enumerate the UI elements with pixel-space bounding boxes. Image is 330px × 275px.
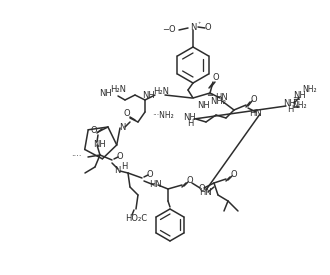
Text: NH: NH bbox=[94, 141, 106, 150]
Text: N: N bbox=[190, 23, 196, 32]
Text: NH: NH bbox=[142, 90, 155, 100]
Text: H₂N: H₂N bbox=[153, 87, 169, 95]
Text: ····: ···· bbox=[72, 153, 82, 161]
Text: HO₂C: HO₂C bbox=[125, 214, 147, 224]
Text: N: N bbox=[119, 123, 125, 133]
Text: +: + bbox=[197, 21, 201, 25]
Text: O: O bbox=[187, 177, 193, 186]
Text: HN: HN bbox=[249, 109, 262, 119]
Text: NH₂: NH₂ bbox=[293, 100, 307, 109]
Text: O: O bbox=[205, 23, 211, 32]
Text: HN: HN bbox=[149, 180, 162, 189]
Text: ═: ═ bbox=[293, 94, 299, 104]
Text: O: O bbox=[124, 109, 130, 119]
Text: NH: NH bbox=[99, 89, 112, 98]
Text: O: O bbox=[251, 95, 257, 104]
Text: H: H bbox=[121, 163, 127, 172]
Text: H₂N: H₂N bbox=[110, 86, 126, 95]
Text: HN: HN bbox=[200, 188, 213, 197]
Text: N: N bbox=[114, 166, 120, 175]
Text: HN: HN bbox=[215, 94, 228, 103]
Text: O: O bbox=[91, 126, 97, 136]
Text: O: O bbox=[213, 73, 219, 82]
Text: O: O bbox=[231, 170, 237, 180]
Text: O: O bbox=[147, 170, 153, 180]
Text: −O: −O bbox=[162, 26, 176, 34]
Text: H: H bbox=[187, 119, 193, 128]
Text: O: O bbox=[199, 185, 205, 194]
Text: NH: NH bbox=[283, 98, 296, 108]
Text: H: H bbox=[287, 104, 293, 114]
Text: ···NH₂: ···NH₂ bbox=[152, 111, 174, 120]
Text: NH: NH bbox=[183, 114, 196, 122]
Text: NH₂: NH₂ bbox=[303, 84, 317, 94]
Text: O: O bbox=[117, 153, 123, 161]
Text: NH₂: NH₂ bbox=[210, 98, 226, 106]
Text: NH: NH bbox=[294, 90, 306, 100]
Text: NH: NH bbox=[198, 101, 211, 111]
Text: ═: ═ bbox=[208, 92, 213, 100]
